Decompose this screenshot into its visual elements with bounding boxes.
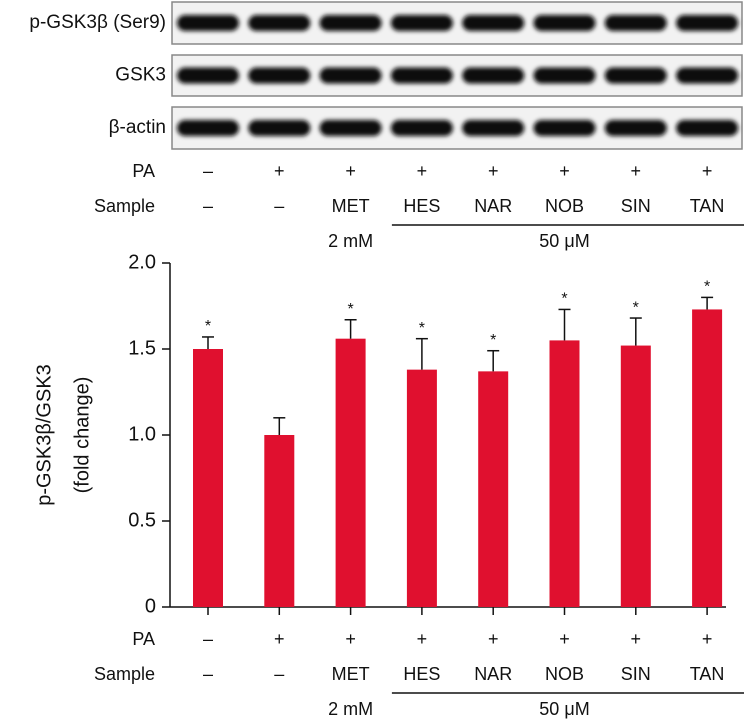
blot-band bbox=[676, 120, 739, 136]
y-tick-label: 1.0 bbox=[128, 423, 156, 445]
blot-band bbox=[177, 15, 239, 31]
dose-label: 50 μM bbox=[539, 231, 589, 251]
significance-mark: * bbox=[490, 332, 496, 349]
blot-band bbox=[390, 67, 453, 84]
bar bbox=[478, 371, 509, 607]
condition-label: SIN bbox=[621, 196, 651, 216]
condition-label: NOB bbox=[545, 196, 584, 216]
condition-label: TAN bbox=[690, 664, 725, 684]
error-bar bbox=[629, 317, 642, 346]
blot-band bbox=[676, 67, 739, 84]
blot-band bbox=[604, 67, 667, 84]
condition-label: + bbox=[345, 629, 356, 649]
y-tick-label: 0 bbox=[145, 595, 156, 617]
blot-band bbox=[462, 120, 525, 136]
condition-label: TAN bbox=[690, 196, 725, 216]
condition-label: NAR bbox=[474, 196, 512, 216]
blot-band bbox=[319, 15, 382, 31]
y-tick-label: 1.5 bbox=[128, 337, 156, 359]
blot-label: p-GSK3β (Ser9) bbox=[29, 12, 166, 33]
row-label: PA bbox=[132, 629, 155, 649]
blot-band bbox=[462, 67, 525, 84]
y-tick-label: 2.0 bbox=[128, 251, 156, 273]
condition-label: HES bbox=[403, 196, 440, 216]
blot-band bbox=[319, 120, 382, 136]
error-bar bbox=[273, 417, 286, 435]
error-bar bbox=[202, 336, 214, 349]
blot-band bbox=[390, 120, 453, 136]
significance-mark: * bbox=[633, 299, 639, 316]
condition-label: + bbox=[417, 161, 428, 181]
condition-label: – bbox=[203, 664, 213, 684]
condition-label: MET bbox=[332, 196, 370, 216]
error-bar bbox=[344, 319, 357, 339]
condition-label: + bbox=[631, 629, 642, 649]
blot-band bbox=[604, 120, 667, 136]
error-bar bbox=[701, 296, 714, 310]
blot-band bbox=[177, 67, 239, 84]
condition-label: NOB bbox=[545, 664, 584, 684]
bar bbox=[692, 309, 723, 607]
condition-label: + bbox=[488, 629, 499, 649]
condition-label: – bbox=[203, 629, 213, 649]
row-label: Sample bbox=[94, 664, 155, 684]
bar bbox=[620, 345, 651, 607]
condition-label: NAR bbox=[474, 664, 512, 684]
error-bar bbox=[558, 308, 571, 341]
blot-band bbox=[676, 15, 739, 31]
blot-band bbox=[462, 15, 525, 31]
condition-label: + bbox=[417, 629, 428, 649]
bar bbox=[406, 369, 437, 607]
condition-label: + bbox=[274, 161, 285, 181]
blot-band bbox=[319, 67, 382, 84]
dose-label: 2 mM bbox=[328, 699, 373, 719]
bar bbox=[549, 340, 580, 607]
condition-label: + bbox=[559, 629, 570, 649]
significance-mark: * bbox=[704, 279, 710, 296]
blot-label: GSK3 bbox=[115, 65, 166, 86]
condition-label: HES bbox=[403, 664, 440, 684]
condition-label: + bbox=[274, 629, 285, 649]
condition-label: + bbox=[488, 161, 499, 181]
condition-label: + bbox=[631, 161, 642, 181]
error-bar bbox=[487, 349, 500, 372]
row-label: Sample bbox=[94, 196, 155, 216]
blot-band bbox=[533, 15, 596, 31]
condition-label: – bbox=[203, 196, 213, 216]
condition-label: – bbox=[274, 664, 284, 684]
blot-band bbox=[533, 67, 596, 84]
bar bbox=[264, 435, 295, 607]
dose-label: 50 μM bbox=[539, 699, 589, 719]
y-axis-label: (fold change) bbox=[71, 377, 93, 494]
blot-band bbox=[248, 67, 311, 84]
condition-label: – bbox=[274, 196, 284, 216]
significance-mark: * bbox=[561, 291, 567, 308]
condition-label: – bbox=[203, 161, 213, 181]
bar bbox=[335, 338, 366, 607]
blot-band bbox=[390, 15, 453, 31]
condition-label: MET bbox=[332, 664, 370, 684]
condition-label: SIN bbox=[621, 664, 651, 684]
dose-label: 2 mM bbox=[328, 231, 373, 251]
y-axis-label: p-GSK3β/GSK3 bbox=[33, 364, 55, 506]
condition-label: + bbox=[702, 161, 713, 181]
blot-band bbox=[604, 15, 667, 31]
y-tick-label: 0.5 bbox=[128, 509, 156, 531]
row-label: PA bbox=[132, 161, 155, 181]
blot-band bbox=[177, 120, 239, 136]
condition-label: + bbox=[702, 629, 713, 649]
bar bbox=[193, 349, 223, 607]
error-bar bbox=[415, 337, 428, 370]
condition-label: + bbox=[559, 161, 570, 181]
significance-mark: * bbox=[419, 320, 425, 337]
blot-band bbox=[533, 120, 596, 136]
condition-label: + bbox=[345, 161, 356, 181]
blot-label: β-actin bbox=[109, 117, 166, 138]
significance-mark: * bbox=[347, 301, 353, 318]
blot-band bbox=[248, 120, 311, 136]
blot-band bbox=[248, 15, 311, 31]
significance-mark: * bbox=[205, 318, 211, 335]
